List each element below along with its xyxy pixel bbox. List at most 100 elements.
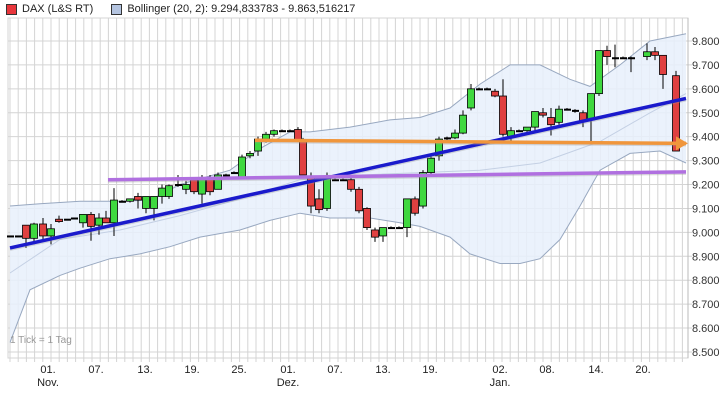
blue-trendline bbox=[9, 96, 687, 250]
candle bbox=[246, 151, 254, 159]
y-tick-label: 9.600 bbox=[692, 84, 720, 96]
candle bbox=[603, 45, 611, 65]
candle bbox=[499, 79, 507, 137]
candle bbox=[223, 173, 230, 177]
candle bbox=[371, 227, 379, 242]
y-tick-label: 8.800 bbox=[692, 275, 720, 287]
y-tick-label: 8.600 bbox=[692, 323, 720, 335]
candle bbox=[165, 184, 173, 199]
chart-legend: DAX (L&S RT) Bollinger (20, 2): 9.294,83… bbox=[6, 3, 355, 15]
candle bbox=[79, 214, 87, 228]
candle bbox=[287, 129, 294, 133]
candle bbox=[572, 109, 579, 113]
candle bbox=[531, 111, 539, 132]
x-tick-label: 01. bbox=[280, 364, 295, 376]
candle bbox=[523, 126, 531, 132]
candle bbox=[444, 136, 451, 141]
candle bbox=[279, 129, 286, 133]
candle bbox=[315, 189, 323, 214]
y-tick-label: 8.700 bbox=[692, 299, 720, 311]
x-tick-label: 08. bbox=[539, 364, 554, 376]
candle bbox=[119, 200, 126, 203]
candle bbox=[363, 207, 371, 230]
x-axis: 01.Nov.07. 13. 19. 25. 01.Dez.07. 13. 19. 02.Ja… bbox=[37, 364, 651, 389]
candle bbox=[484, 87, 491, 91]
candle bbox=[620, 56, 627, 60]
bollinger-lower-line bbox=[9, 150, 687, 343]
candle bbox=[7, 235, 14, 238]
candle bbox=[459, 110, 467, 135]
trend-overlays-top bbox=[9, 96, 688, 251]
candle bbox=[355, 186, 363, 214]
x-tick-label: 14. bbox=[588, 364, 603, 376]
candle bbox=[71, 217, 78, 220]
candle bbox=[564, 107, 571, 111]
bollinger-swatch-icon bbox=[111, 3, 123, 15]
y-tick-label: 9.100 bbox=[692, 203, 720, 215]
x-month-label: Dez. bbox=[277, 377, 300, 389]
x-tick-label: 19. bbox=[422, 364, 437, 376]
candle bbox=[270, 129, 278, 137]
legend-item-dax[interactable]: DAX (L&S RT) bbox=[6, 3, 93, 15]
y-tick-label: 9.300 bbox=[692, 156, 720, 168]
x-tick-label: 13. bbox=[375, 364, 390, 376]
orange-arrow bbox=[254, 138, 687, 146]
y-tick-label: 8.500 bbox=[692, 347, 720, 359]
candle bbox=[55, 215, 63, 223]
x-month-label: Nov. bbox=[37, 377, 59, 389]
legend-bollinger-label: Bollinger (20, 2): 9.294,833783 - 9.863,… bbox=[127, 3, 356, 15]
x-tick-label: 01. bbox=[40, 364, 55, 376]
candle bbox=[643, 43, 651, 61]
bollinger-upper-line bbox=[9, 33, 687, 207]
x-tick-label: 02. bbox=[492, 364, 507, 376]
legend-item-bollinger[interactable]: Bollinger (20, 2): 9.294,833783 - 9.863,… bbox=[111, 3, 355, 15]
x-tick-label: 25. bbox=[231, 364, 246, 376]
x-tick-label: 20. bbox=[635, 364, 650, 376]
candle bbox=[110, 188, 118, 236]
candle bbox=[555, 105, 563, 125]
y-tick-label: 9.200 bbox=[692, 180, 720, 192]
x-tick-label: 07. bbox=[88, 364, 103, 376]
candle bbox=[64, 218, 71, 221]
candle bbox=[347, 177, 355, 192]
candle bbox=[126, 198, 134, 203]
x-tick-label: 19. bbox=[184, 364, 199, 376]
candle bbox=[411, 196, 419, 216]
y-tick-label: 9.000 bbox=[692, 227, 720, 239]
candle bbox=[467, 84, 475, 111]
dax-swatch-icon bbox=[6, 3, 17, 15]
candle bbox=[134, 192, 142, 209]
y-axis: 9.800 9.700 9.600 9.500 9.400 9.300 9.200 9.100… bbox=[687, 18, 720, 359]
candle bbox=[659, 54, 667, 89]
candle bbox=[539, 107, 547, 118]
candle bbox=[340, 178, 347, 182]
candle bbox=[427, 155, 435, 175]
candle bbox=[595, 50, 603, 97]
candle bbox=[403, 198, 411, 238]
candle bbox=[102, 210, 110, 224]
candle bbox=[332, 178, 339, 182]
y-tick-label: 9.700 bbox=[692, 60, 720, 72]
candle bbox=[175, 174, 182, 187]
y-tick-label: 9.400 bbox=[692, 132, 720, 144]
candle bbox=[142, 196, 150, 214]
candle bbox=[628, 56, 635, 73]
candle bbox=[651, 46, 659, 61]
x-tick-label: 07. bbox=[327, 364, 342, 376]
candle bbox=[87, 212, 95, 241]
purple-line bbox=[107, 170, 687, 182]
arrow-head-icon bbox=[676, 136, 688, 151]
candle bbox=[231, 171, 238, 175]
candle bbox=[547, 107, 555, 136]
candle bbox=[516, 129, 523, 133]
candle bbox=[30, 222, 38, 245]
candle bbox=[491, 88, 499, 98]
y-tick-label: 9.800 bbox=[692, 36, 720, 48]
x-month-label: Jan. bbox=[490, 377, 511, 389]
candles bbox=[7, 43, 680, 248]
candle bbox=[379, 227, 387, 242]
candle bbox=[39, 218, 47, 242]
y-tick-label: 8.900 bbox=[692, 251, 720, 263]
legend-dax-label: DAX (L&S RT) bbox=[22, 3, 94, 15]
